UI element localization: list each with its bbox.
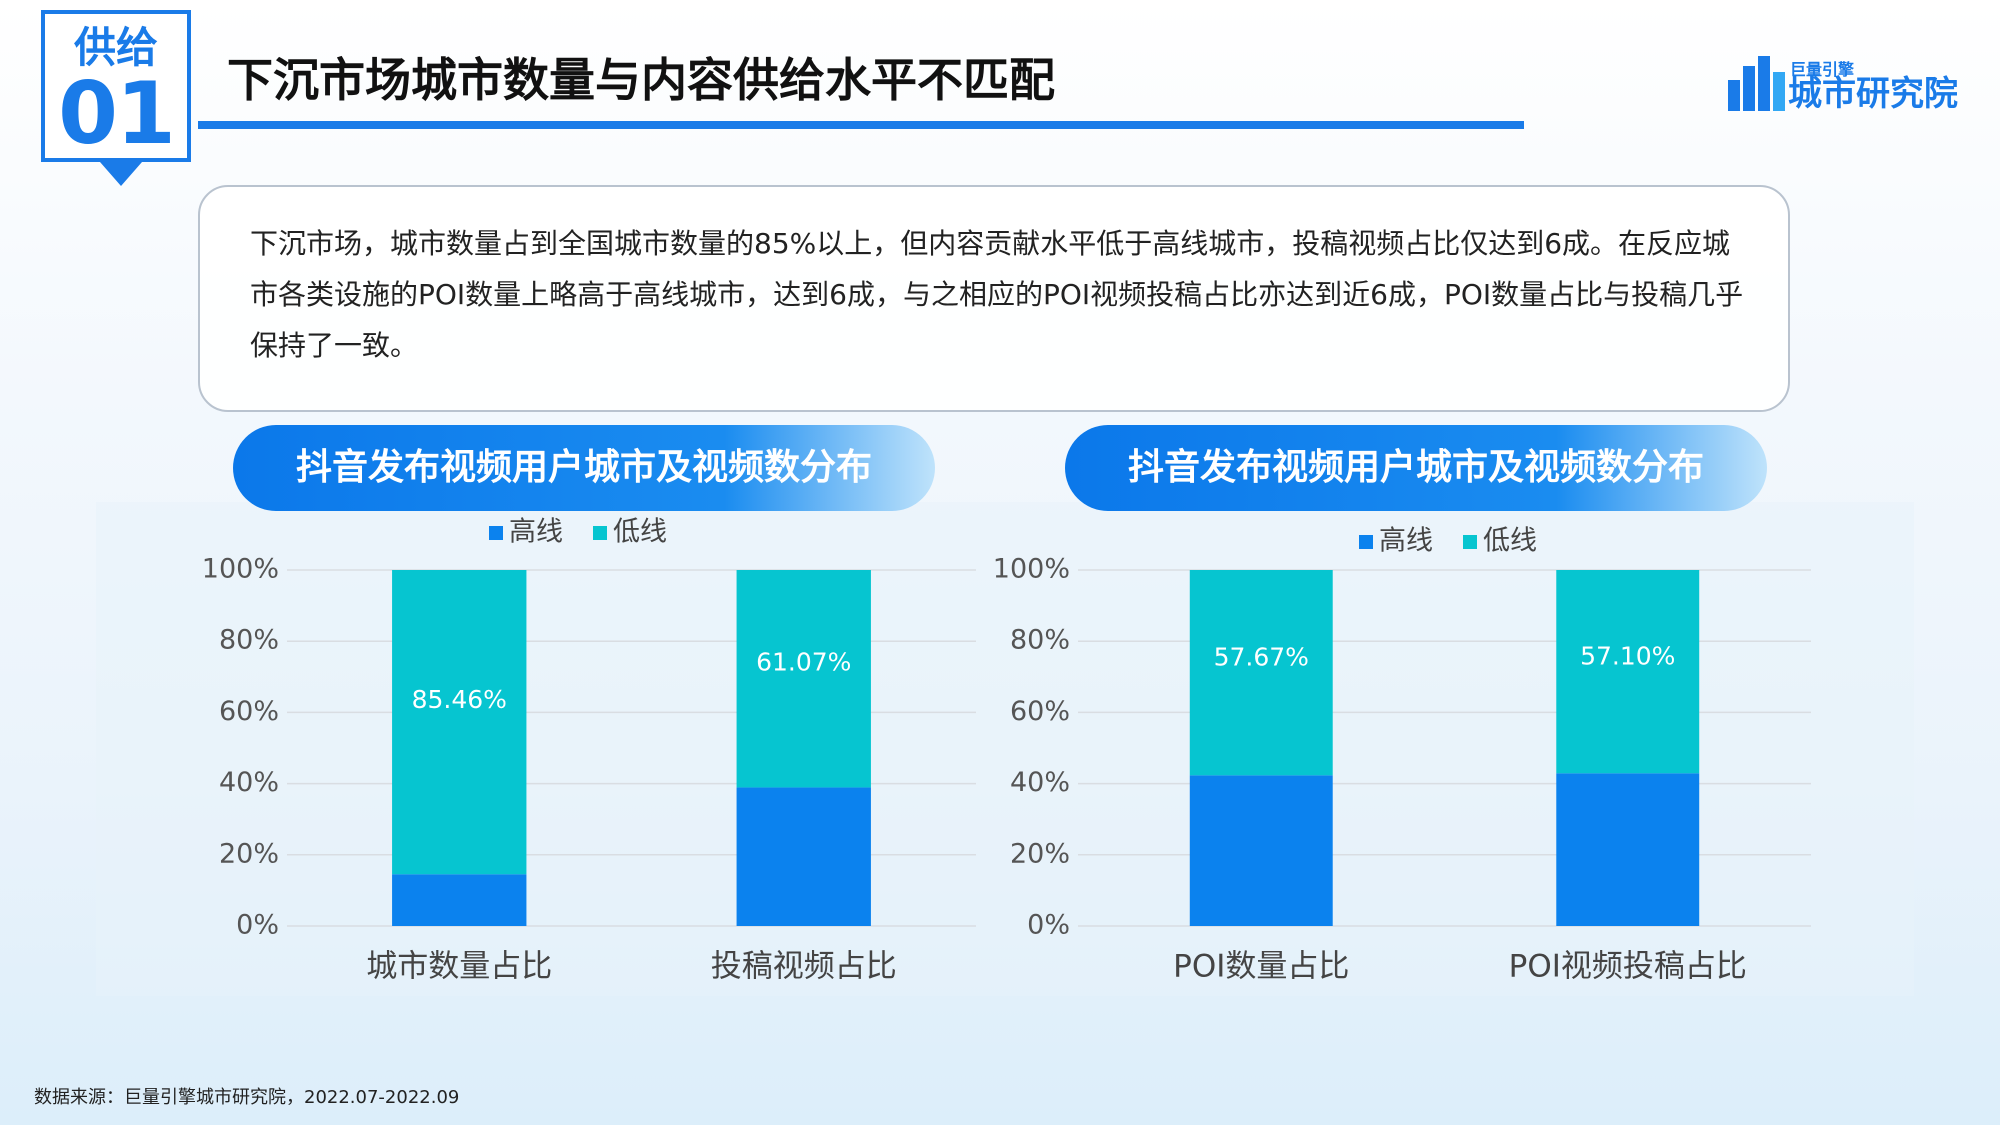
data-label: 57.10% (1580, 641, 1675, 670)
bar-segment (1556, 773, 1700, 926)
logo-big: 城市研究院 (1788, 74, 1958, 114)
legend-swatch (1359, 535, 1373, 549)
data-label: 61.07% (756, 647, 851, 676)
x-tick-label: 城市数量占比 (366, 949, 552, 985)
legend-swatch (593, 526, 607, 540)
y-tick-label: 40% (1010, 767, 1070, 798)
y-tick-label: 40% (219, 767, 279, 798)
y-tick-label: 20% (1010, 838, 1070, 869)
bar-segment (392, 874, 527, 926)
summary-box (198, 185, 1790, 412)
data-label: 85.46% (412, 685, 507, 714)
bar-segment (1556, 570, 1700, 774)
legend-label: 高线 (1379, 526, 1433, 557)
bar-segment (1189, 570, 1333, 776)
y-tick-label: 60% (1010, 696, 1070, 727)
y-tick-label: 100% (993, 554, 1070, 585)
y-tick-label: 60% (219, 696, 279, 727)
chart-title: 抖音发布视频用户城市及视频数分布 (1065, 425, 1767, 511)
legend-label: 低线 (613, 517, 667, 548)
bar-segment (1189, 775, 1333, 926)
x-tick-label: POI数量占比 (1173, 949, 1349, 985)
y-tick-label: 100% (202, 554, 279, 585)
title-rule (198, 121, 1524, 129)
source-note: 数据来源：巨量引擎城市研究院，2022.07-2022.09 (34, 1087, 460, 1108)
tag-bottom: 01 (58, 64, 176, 164)
summary-text: 下沉市场，城市数量占到全国城市数量的85%以上，但内容贡献水平低于高线城市，投稿… (250, 227, 1744, 362)
legend-label: 高线 (509, 517, 563, 548)
page-title: 下沉市场城市数量与内容供给水平不匹配 (227, 53, 1055, 107)
bar-segment (392, 570, 527, 875)
logo-small: 巨量引擎 (1790, 60, 1855, 79)
legend-swatch (489, 526, 503, 540)
bar-segment (736, 787, 871, 926)
legend-label: 低线 (1483, 526, 1537, 557)
y-tick-label: 20% (219, 838, 279, 869)
bar-segment (736, 570, 871, 788)
data-label: 57.67% (1214, 642, 1309, 671)
x-tick-label: POI视频投稿占比 (1509, 949, 1747, 985)
y-tick-label: 80% (219, 625, 279, 656)
y-tick-label: 0% (1027, 910, 1070, 941)
chart-title: 抖音发布视频用户城市及视频数分布 (233, 425, 935, 511)
x-tick-label: 投稿视频占比 (711, 949, 897, 985)
tag-top: 供给 (73, 23, 158, 72)
section-tag: 供给 01 (41, 10, 191, 162)
legend-swatch (1463, 535, 1477, 549)
y-tick-label: 80% (1010, 625, 1070, 656)
y-tick-label: 0% (236, 910, 279, 941)
